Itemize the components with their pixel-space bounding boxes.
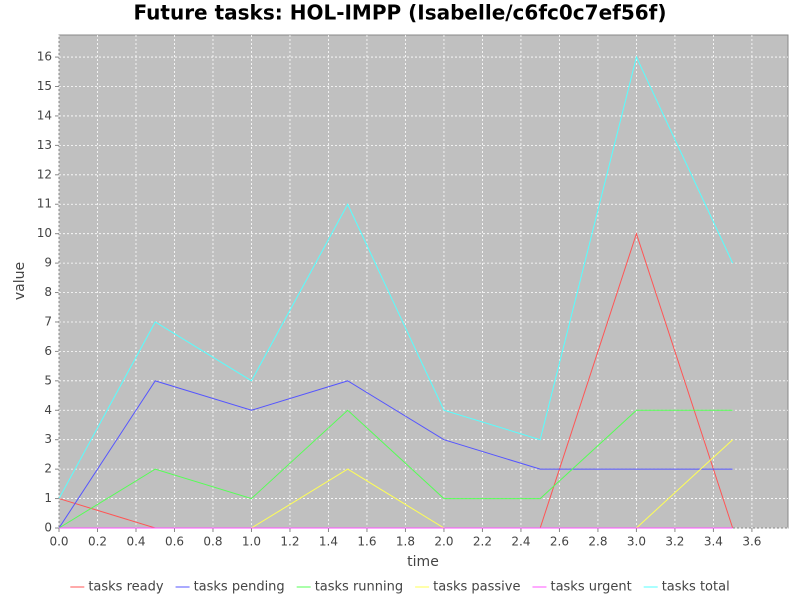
x-tick-label: 2.2 bbox=[473, 535, 492, 549]
x-tick-label: 3.4 bbox=[704, 535, 723, 549]
x-tick-label: 2.4 bbox=[511, 535, 530, 549]
legend-label: tasks total bbox=[662, 580, 730, 595]
chart-title: Future tasks: HOL-IMPP (Isabelle/c6fc0c7… bbox=[133, 1, 666, 25]
y-tick-label: 5 bbox=[44, 373, 52, 387]
x-tick-label: 1.2 bbox=[280, 535, 299, 549]
x-tick-label: 0.4 bbox=[126, 535, 145, 549]
series-line bbox=[58, 55, 734, 499]
legend-label: tasks pending bbox=[194, 580, 285, 595]
y-tick-label: 6 bbox=[44, 344, 52, 358]
legend-label: tasks running bbox=[315, 580, 403, 595]
x-tick-label: 1.0 bbox=[242, 535, 261, 549]
y-tick-label: 3 bbox=[44, 432, 52, 446]
y-tick-label: 15 bbox=[37, 79, 52, 93]
y-tick-label: 13 bbox=[37, 138, 52, 152]
y-tick-label: 1 bbox=[44, 491, 52, 505]
x-axis-label: time bbox=[407, 554, 439, 570]
x-tick-label: 1.4 bbox=[319, 535, 338, 549]
x-tick-label: 2.8 bbox=[588, 535, 607, 549]
x-tick-label: 0.6 bbox=[165, 535, 184, 549]
x-tick-label: 1.8 bbox=[396, 535, 415, 549]
y-tick-label: 7 bbox=[44, 314, 52, 328]
y-tick-label: 8 bbox=[44, 285, 52, 299]
legend: tasks ready tasks pending tasks running tas… bbox=[70, 580, 730, 595]
x-tick-label: 0.0 bbox=[49, 535, 68, 549]
y-tick-label: 14 bbox=[37, 108, 52, 122]
y-tick-label: 10 bbox=[37, 226, 52, 240]
legend-label: tasks urgent bbox=[550, 580, 631, 595]
x-tick-label: 2.0 bbox=[434, 535, 453, 549]
x-tick-label: 0.8 bbox=[203, 535, 222, 549]
y-tick-label: 9 bbox=[44, 256, 52, 270]
legend-label: tasks passive bbox=[433, 580, 520, 595]
x-tick-label: 3.6 bbox=[742, 535, 761, 549]
y-tick-label: 11 bbox=[37, 197, 52, 211]
x-tick-label: 2.6 bbox=[550, 535, 569, 549]
y-tick-label: 16 bbox=[37, 50, 52, 64]
x-tick-label: 0.2 bbox=[88, 535, 107, 549]
y-axis-label: value bbox=[12, 262, 28, 300]
legend-label: tasks ready bbox=[88, 580, 164, 595]
y-tick-label: 2 bbox=[44, 462, 52, 476]
plot-area bbox=[58, 34, 789, 529]
y-tick-label: 12 bbox=[37, 167, 52, 181]
x-tick-label: 3.2 bbox=[665, 535, 684, 549]
series-line bbox=[58, 380, 733, 529]
x-tick-label: 3.0 bbox=[627, 535, 646, 549]
x-tick-label: 1.6 bbox=[357, 535, 376, 549]
series-line bbox=[58, 409, 733, 529]
y-tick-label: 0 bbox=[44, 521, 52, 535]
y-tick-label: 4 bbox=[44, 403, 52, 417]
